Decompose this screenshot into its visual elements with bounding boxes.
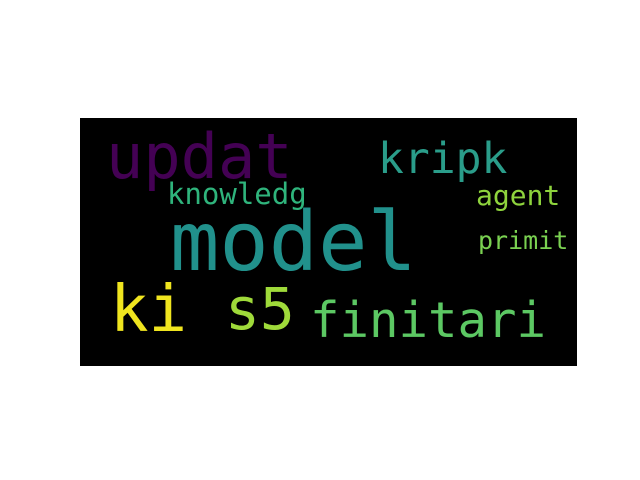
word-knowledg: knowledg [167,177,307,211]
word-model: model [170,195,417,290]
word-primit: primit [478,226,569,255]
word-kripk: kripk [378,134,508,184]
word-s5: s5 [225,275,295,343]
word-cloud: updat kripk knowledg agent model primit … [80,118,577,366]
word-finitari: finitari [310,292,547,349]
word-agent: agent [476,179,561,212]
word-updat: updat [106,120,293,193]
word-ki: ki [110,273,188,347]
